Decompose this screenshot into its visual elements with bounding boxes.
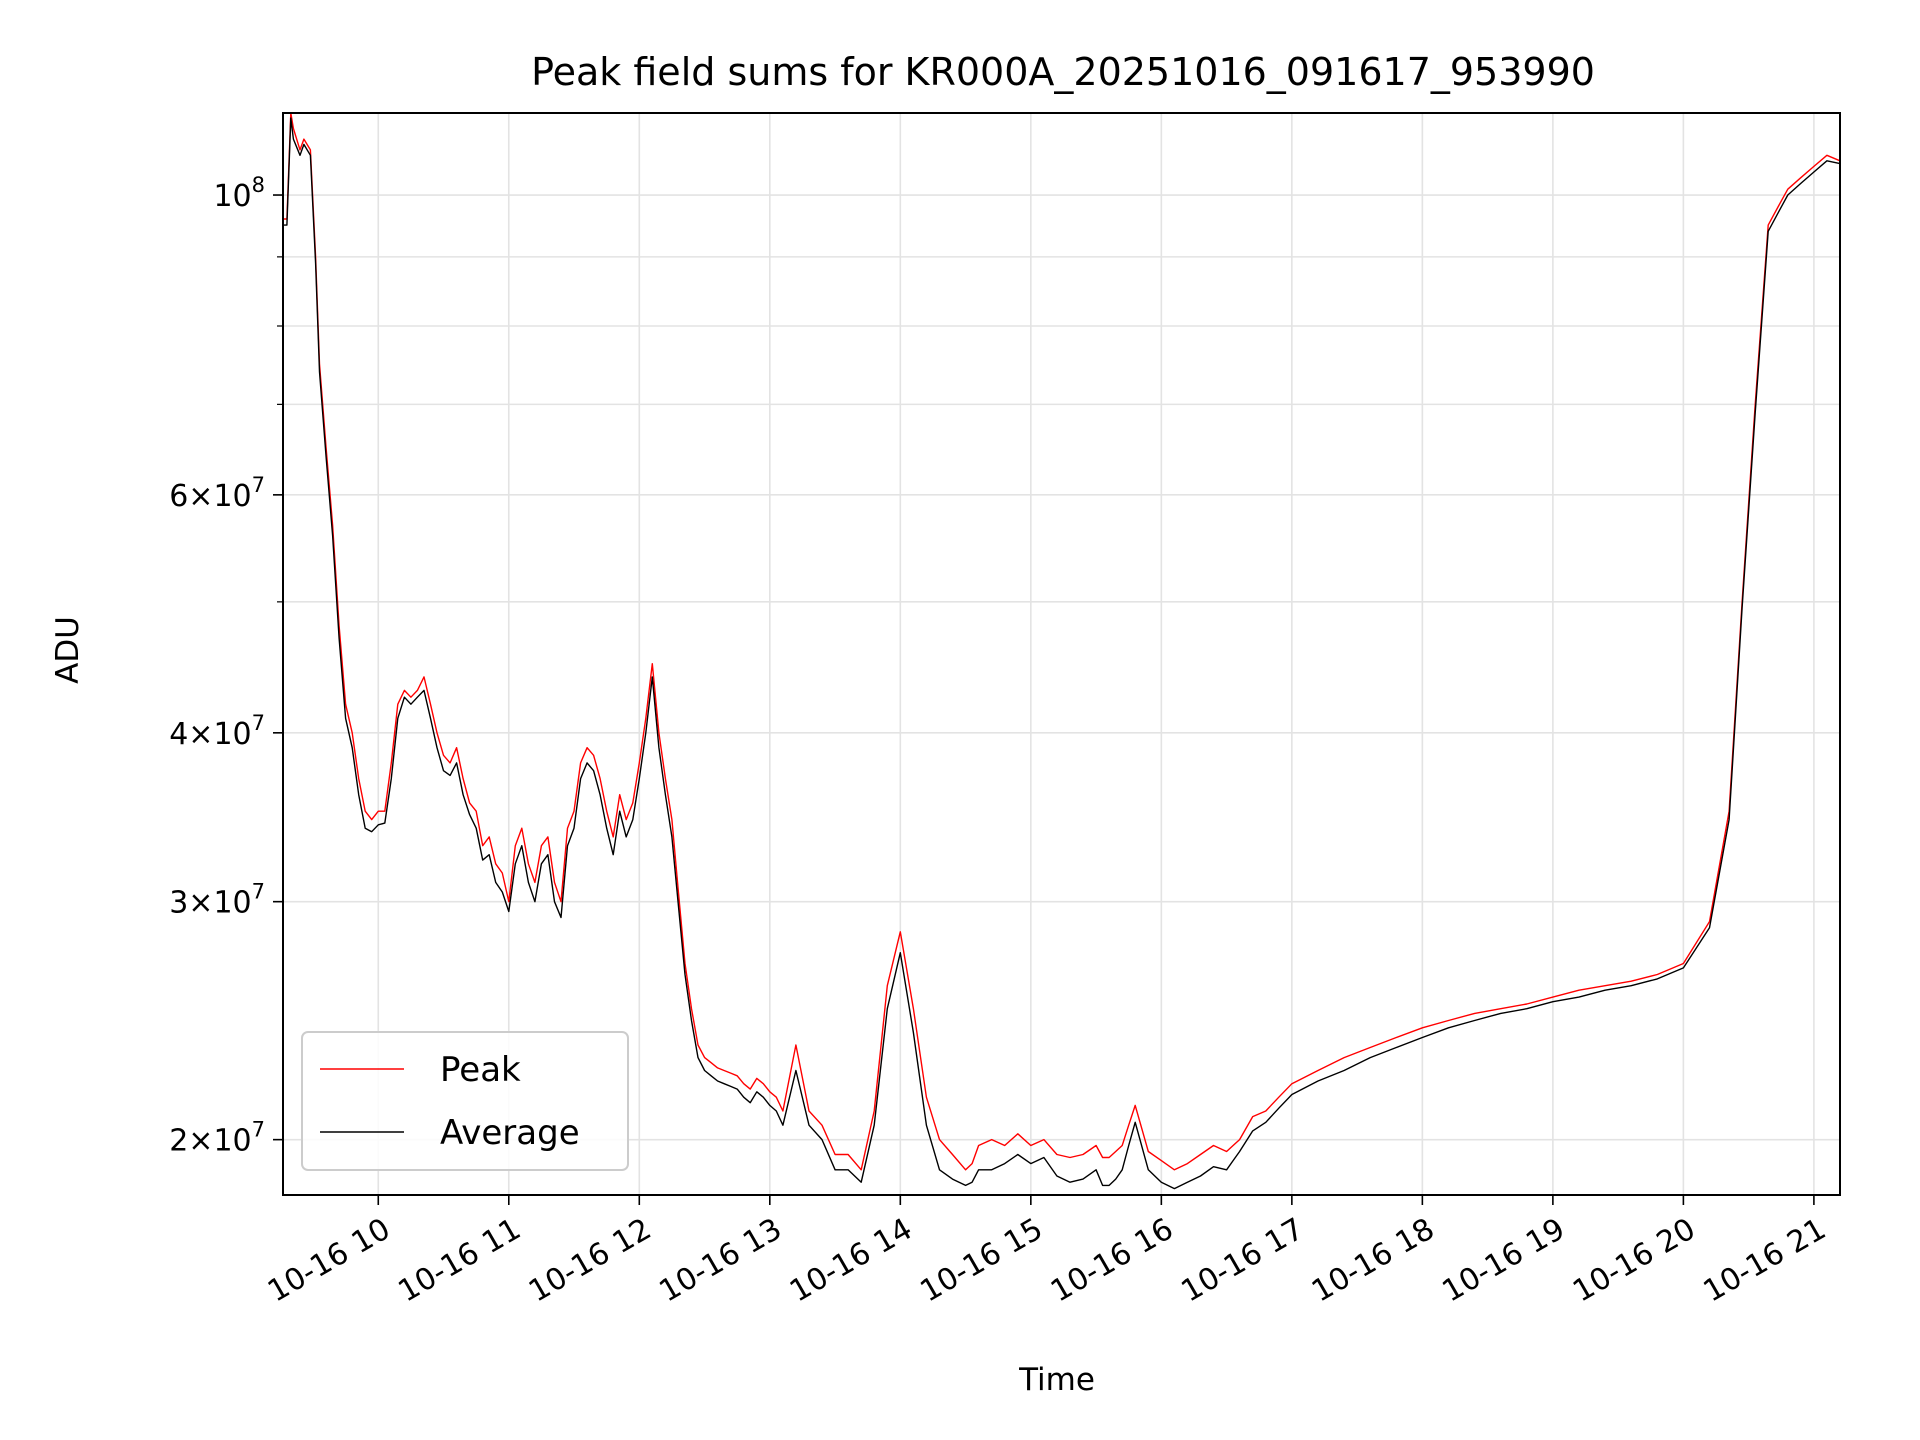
y-tick-label: 4×107	[169, 711, 265, 752]
y-tick-label: 2×107	[169, 1118, 265, 1159]
legend-label-average: Average	[440, 1113, 580, 1153]
series-layer	[283, 112, 1841, 1190]
y-tick-label: 3×107	[169, 880, 265, 921]
x-axis-title: Time	[1018, 1362, 1095, 1398]
grid-lines	[283, 113, 1840, 1195]
legend-box	[301, 1031, 629, 1171]
y-axis-ticks: 2×107 3×107 4×107 6×107 108	[169, 173, 283, 1159]
y-tick-label: 108	[213, 173, 265, 214]
y-axis-title: ADU	[50, 616, 86, 684]
plot-frame	[282, 112, 1841, 1196]
chart-title: Peak field sums for KR000A_20251016_0916…	[531, 50, 1595, 94]
series-line-average	[283, 117, 1841, 1190]
y-tick-label: 6×107	[169, 473, 265, 514]
legend: Peak Average	[301, 1031, 629, 1171]
legend-label-peak: Peak	[440, 1050, 521, 1090]
series-line-peak	[283, 112, 1841, 1171]
axes	[282, 112, 1841, 1196]
